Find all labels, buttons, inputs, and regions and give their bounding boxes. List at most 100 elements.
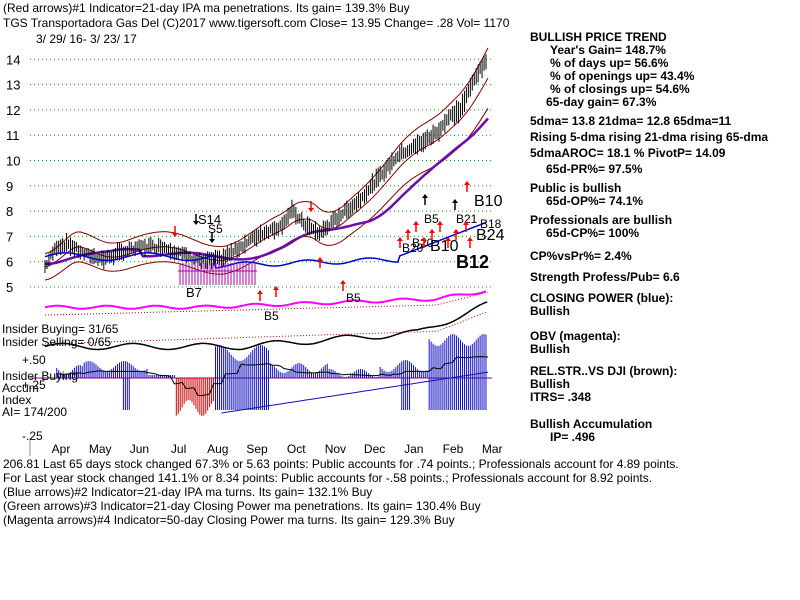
insider-selling-label: Insider Selling= 0/65 <box>2 335 112 349</box>
y-tick-label: 6 <box>6 255 13 270</box>
chart-grid <box>30 58 492 288</box>
header-indicator-line: (Red arrows)#1 Indicator=21-day IPA ma p… <box>3 1 410 15</box>
accum-level-bottom: -.25 <box>22 429 43 443</box>
x-tick-label: Jul <box>171 442 186 456</box>
signal-label: B21 <box>456 212 478 226</box>
red-down-arrow-head <box>172 233 178 237</box>
obv-line <box>44 290 487 310</box>
closing-power-line <box>44 221 487 269</box>
accum-ma-line <box>56 356 489 397</box>
x-tick-label: Jan <box>404 442 423 456</box>
red-up-arrow-head <box>421 237 427 241</box>
x-tick-label: Nov <box>325 442 346 456</box>
cpvspr-line: CP%vsPr%= 2.4% <box>530 249 632 263</box>
indicator-lines <box>44 221 489 351</box>
rel-strength-line <box>44 301 488 351</box>
footer-line-4: (Green arrows)#3 Indicator=21-day Closin… <box>3 499 481 513</box>
x-tick-label: Mar <box>482 442 503 456</box>
x-tick-label: Feb <box>443 442 464 456</box>
red-up-arrow-head <box>340 280 346 284</box>
accum-label: Accum <box>2 381 39 395</box>
obv-value: Bullish <box>530 342 571 356</box>
trend-line-0: Year's Gain= 148.7% <box>550 43 666 57</box>
signal-label: B18 <box>480 217 502 231</box>
y-tick-label: 9 <box>6 179 13 194</box>
y-tick-label: 11 <box>6 128 20 143</box>
accum-title: Bullish Accumulation <box>530 417 653 431</box>
closing-power-title: CLOSING POWER (blue): <box>530 291 674 305</box>
red-up-arrow-head <box>445 237 451 241</box>
y-tick-label: 10 <box>6 154 20 169</box>
closing-power-value: Bullish <box>530 304 571 318</box>
x-tick-label: May <box>89 442 112 456</box>
signal-label: S14 <box>198 212 221 227</box>
red-up-arrow-head <box>405 229 411 233</box>
upper-band <box>44 47 489 255</box>
obv-title: OBV (magenta): <box>530 329 621 343</box>
red-up-arrow-head <box>463 221 469 225</box>
accum-ip: IP= .496 <box>550 430 596 444</box>
red-down-arrow-head <box>308 208 314 212</box>
ma-65-line <box>45 117 489 266</box>
red-up-arrow-head <box>413 221 419 225</box>
rising-line: Rising 5-dma rising 21-dma rising 65-dma <box>530 130 769 144</box>
obv-ma-line <box>44 291 489 316</box>
red-up-arrow-head <box>317 257 323 261</box>
trend-line-1: % of days up= 56.6% <box>550 56 669 70</box>
dma-line: 5dma= 13.8 21dma= 12.8 65dma=11 <box>530 114 732 128</box>
insider-buying-label: Insider Buying= 31/65 <box>2 322 119 336</box>
pros-title: Professionals are bullish <box>530 213 673 227</box>
footer-line-2: For Last year stock changed 141.1% or 8.… <box>3 471 653 485</box>
red-up-arrow-head <box>429 229 435 233</box>
red-up-arrow-head <box>464 181 470 185</box>
y-tick-label: 8 <box>6 204 13 219</box>
red-up-arrow-head <box>273 286 279 290</box>
y-tick-label: 5 <box>6 280 13 295</box>
red-up-arrow-head <box>437 221 443 225</box>
strength-line: Strength Profess/Pub= 6.6 <box>530 270 680 284</box>
black-down-arrow-head <box>193 221 199 225</box>
x-tick-label: Jun <box>130 442 149 456</box>
black-down-arrow-head <box>209 239 215 243</box>
x-tick-label: Sep <box>246 442 268 456</box>
y-tick-label: 7 <box>6 229 13 244</box>
y-axis-labels: 5 6 7 8 9 10 11 12 13 14 <box>6 52 20 295</box>
ai-value-label: AI= 174/200 <box>2 405 68 419</box>
sidebar-panel: BULLISH PRICE TREND Year's Gain= 148.7% … <box>530 31 768 444</box>
x-tick-label: Aug <box>207 442 228 456</box>
accum-level-top: +.50 <box>22 353 46 367</box>
trend-line-4: 65-day gain= 67.3% <box>546 95 657 109</box>
itrs-line: ITRS= .348 <box>530 390 592 404</box>
public-title: Public is bullish <box>530 181 622 195</box>
x-axis-labels: Apr May Jun Jul Aug Sep Oct Nov Dec Jan Feb Mar <box>29 438 503 456</box>
public-line: 65d-OP%= 74.1% <box>546 194 644 208</box>
insider-buying-label-2: Insider Buying <box>2 369 79 383</box>
black-up-arrow-head <box>422 194 428 198</box>
signal-label: B5 <box>264 309 279 323</box>
red-up-arrow-head <box>453 229 459 233</box>
signal-label: B20 <box>402 241 424 255</box>
signal-label: B10 <box>474 193 503 210</box>
signal-label: B12 <box>456 252 489 272</box>
pros-line: 65d-CP%= 100% <box>546 226 640 240</box>
index-label: Index <box>2 393 32 407</box>
accum-level-mid: +.25 <box>22 378 46 392</box>
signal-label: B10 <box>430 238 459 255</box>
pr-line: 65d-PR%= 97.5% <box>546 162 643 176</box>
signal-label: B24 <box>476 227 505 244</box>
accumulation-index-bars <box>30 334 492 416</box>
footer-line-1: 206.81 Last 65 days stock changed 67.3% … <box>3 457 679 471</box>
red-up-arrow-head <box>257 290 263 294</box>
rel-strength-title: REL.STR..VS DJI (brown): <box>530 364 678 378</box>
header-date-range: 3/ 29/ 16- 3/ 23/ 17 <box>36 32 137 46</box>
x-tick-label: Apr <box>52 442 71 456</box>
signal-label: B5 <box>424 212 439 226</box>
rel-strength-value: Bullish <box>530 377 571 391</box>
footer-line-5: (Magenta arrows)#4 Indicator=50-day Clos… <box>3 513 455 527</box>
y-tick-label: 14 <box>6 52 20 67</box>
y-tick-label: 13 <box>6 78 20 93</box>
trend-line-2: % of openings up= 43.4% <box>550 69 695 83</box>
signal-label: B7 <box>186 285 202 300</box>
price-chart: 5 6 7 8 9 10 11 12 13 14 Apr May Jun Jul Aug Sep Oct Nov… <box>6 47 505 456</box>
